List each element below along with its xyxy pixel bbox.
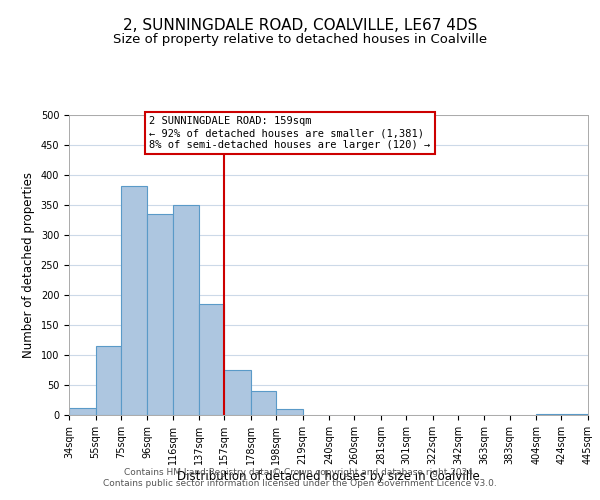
Y-axis label: Number of detached properties: Number of detached properties bbox=[22, 172, 35, 358]
Bar bbox=[562, 414, 588, 415]
X-axis label: Distribution of detached houses by size in Coalville: Distribution of detached houses by size … bbox=[177, 470, 480, 482]
Bar bbox=[147, 214, 173, 415]
Text: Contains HM Land Registry data © Crown copyright and database right 2024.
Contai: Contains HM Land Registry data © Crown c… bbox=[103, 468, 497, 487]
Text: 2 SUNNINGDALE ROAD: 159sqm
← 92% of detached houses are smaller (1,381)
8% of se: 2 SUNNINGDALE ROAD: 159sqm ← 92% of deta… bbox=[149, 116, 431, 150]
Text: Size of property relative to detached houses in Coalville: Size of property relative to detached ho… bbox=[113, 32, 487, 46]
Bar bbox=[173, 205, 199, 415]
Bar bbox=[69, 408, 95, 415]
Bar bbox=[95, 346, 121, 415]
Bar bbox=[276, 409, 302, 415]
Bar bbox=[536, 414, 562, 415]
Bar bbox=[224, 370, 251, 415]
Bar bbox=[121, 186, 147, 415]
Bar bbox=[199, 304, 224, 415]
Text: 2, SUNNINGDALE ROAD, COALVILLE, LE67 4DS: 2, SUNNINGDALE ROAD, COALVILLE, LE67 4DS bbox=[123, 18, 477, 32]
Bar bbox=[251, 391, 276, 415]
